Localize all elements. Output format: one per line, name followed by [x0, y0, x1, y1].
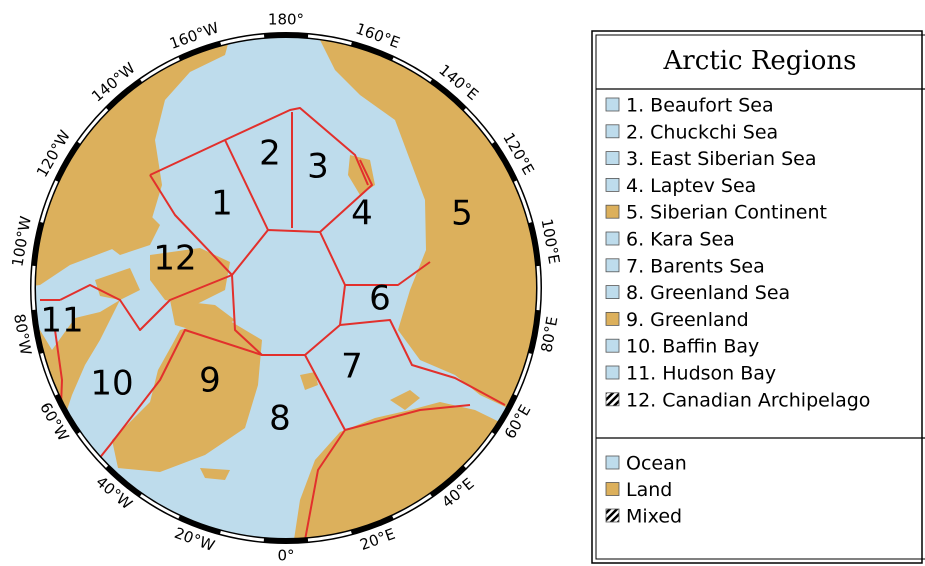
region-number: 1 — [211, 184, 233, 224]
longitude-label: 80°W — [10, 312, 35, 356]
legend-label: 9. Greenland — [626, 309, 749, 331]
region-number: 9 — [199, 361, 221, 401]
legend-label: 1. Beaufort Sea — [626, 95, 774, 117]
region-boundary — [224, 139, 269, 231]
legend-label: 6. Kara Sea — [626, 229, 735, 251]
landmass — [112, 318, 262, 472]
landmass — [390, 390, 420, 410]
legend-label: Ocean — [626, 453, 687, 475]
longitude-label: 180° — [268, 11, 304, 29]
landmass — [300, 372, 318, 390]
legend-inner-frame — [595, 34, 925, 560]
legend-swatch — [605, 482, 620, 496]
region-boundary — [59, 274, 233, 331]
longitude-label: 0° — [277, 547, 294, 565]
region-boundary — [149, 107, 369, 186]
region-number: 2 — [259, 134, 281, 174]
landmass — [150, 248, 230, 305]
legend-label: Land — [626, 479, 672, 501]
legend-label: 5. Siberian Continent — [626, 202, 827, 224]
region-number: 11 — [40, 301, 83, 341]
legend-label: 8. Greenland Sea — [626, 282, 790, 304]
region-boundary — [304, 354, 346, 539]
legend-swatch — [605, 258, 620, 273]
legend-label: Mixed — [626, 506, 682, 528]
legend-label: 11. Hudson Bay — [626, 363, 776, 385]
region-boundaries — [40, 107, 506, 539]
legend-swatch — [605, 392, 620, 407]
legend-swatch — [605, 365, 620, 380]
legend-label: 10. Baffin Bay — [626, 336, 759, 358]
legend-label: 3. East Siberian Sea — [626, 148, 817, 170]
legend: Arctic Regions 1. Beaufort Sea 2. Chuckch… — [591, 30, 925, 564]
legend-swatch — [605, 231, 620, 246]
legend-frame — [591, 30, 923, 564]
region-number: 5 — [451, 194, 473, 234]
region-number: 6 — [369, 279, 391, 319]
region-number: 3 — [307, 147, 329, 187]
region-boundary — [339, 319, 506, 406]
legend-swatch — [605, 285, 620, 300]
legend-label: 12. Canadian Archipelago — [626, 389, 870, 411]
map-frame-ticks — [31, 33, 541, 543]
legend-swatch — [605, 455, 620, 470]
legend-title: Arctic Regions — [662, 46, 856, 76]
legend-swatch — [605, 508, 620, 523]
legend-label: 2. Chuckchi Sea — [626, 121, 778, 143]
legend-swatch — [605, 151, 620, 166]
landmass — [95, 268, 140, 300]
region-boundary — [149, 174, 233, 276]
landmass — [200, 468, 230, 480]
landmass — [100, 205, 160, 255]
longitude-label: 80°E — [537, 315, 561, 354]
legend-swatch — [605, 124, 620, 139]
region-boundary — [319, 159, 373, 233]
region-number: 12 — [153, 239, 196, 279]
legend-label: 4. Laptev Sea — [626, 175, 756, 197]
region-boundary — [344, 404, 471, 431]
longitude-label: 100°W — [8, 215, 35, 268]
region-boundary — [345, 261, 431, 286]
legend-swatch — [605, 204, 620, 219]
legend-swatch — [605, 338, 620, 353]
region-number: 7 — [341, 347, 363, 387]
legend-swatch — [605, 97, 620, 112]
landmass — [348, 155, 375, 195]
landmass — [170, 300, 235, 335]
region-boundary — [89, 329, 263, 471]
longitude-label: 100°E — [538, 217, 564, 265]
legend-label: 7. Barents Sea — [626, 255, 765, 277]
region-number: 8 — [269, 399, 291, 439]
region-number: 4 — [351, 194, 373, 234]
legend-swatch — [605, 177, 620, 192]
region-number: 10 — [90, 364, 133, 404]
legend-swatch — [605, 311, 620, 326]
